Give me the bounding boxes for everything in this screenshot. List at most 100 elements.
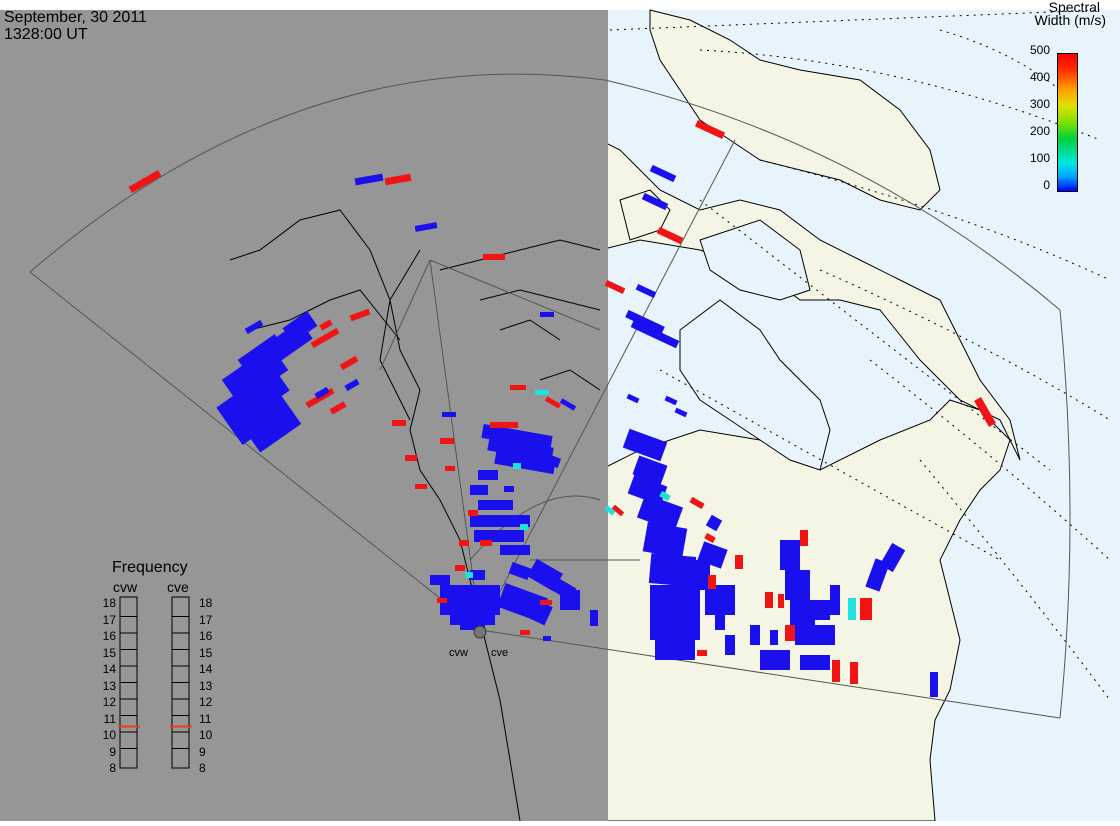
echo-cell bbox=[780, 540, 800, 570]
echo-cell bbox=[725, 635, 735, 655]
echo-cell bbox=[483, 254, 505, 260]
frequency-scale-label-right: 18 bbox=[199, 596, 213, 610]
echo-cell bbox=[770, 630, 778, 645]
echo-cell bbox=[455, 565, 465, 571]
echo-cell bbox=[481, 424, 553, 450]
echo-cell bbox=[785, 570, 810, 600]
echo-cell bbox=[344, 378, 360, 392]
echo-cell bbox=[635, 284, 657, 298]
colorbar-tick: 300 bbox=[1029, 97, 1050, 111]
echo-cell bbox=[674, 407, 688, 418]
echo-cell bbox=[470, 515, 530, 527]
echo-cell bbox=[850, 662, 858, 684]
frequency-scale-label-right: 9 bbox=[199, 744, 206, 759]
echo-cell bbox=[690, 560, 710, 590]
echo-cell bbox=[392, 420, 406, 426]
radar-site-marker bbox=[473, 625, 487, 639]
frequency-scale-label-left: 9 bbox=[109, 744, 116, 759]
echo-cell bbox=[715, 610, 725, 630]
echo-cell bbox=[405, 455, 417, 461]
frequency-scale-label-right: 14 bbox=[199, 662, 213, 676]
echo-cell bbox=[590, 610, 598, 626]
echo-cell bbox=[622, 428, 668, 462]
echo-cell bbox=[697, 650, 707, 656]
colorbar-title-line1: Spectral bbox=[1048, 0, 1100, 15]
echo-cell bbox=[470, 570, 485, 580]
echo-cell bbox=[504, 486, 514, 492]
colorbar-tick: 0 bbox=[1043, 178, 1050, 192]
echo-cell bbox=[310, 327, 340, 349]
echo-cell bbox=[604, 505, 616, 516]
echo-cell bbox=[465, 572, 473, 578]
echo-cell bbox=[649, 164, 677, 183]
echo-cell bbox=[815, 600, 830, 620]
echo-cell bbox=[560, 590, 580, 610]
frequency-scale-label-right: 15 bbox=[199, 645, 213, 660]
echo-cell bbox=[474, 530, 524, 542]
echo-cell bbox=[625, 309, 665, 335]
echo-cell bbox=[830, 585, 840, 615]
day-water-bodies bbox=[679, 219, 831, 471]
frequency-scale-label-left: 17 bbox=[102, 612, 116, 627]
echo-cell bbox=[329, 401, 347, 415]
echo-cell bbox=[244, 319, 264, 335]
echo-cell bbox=[648, 553, 697, 587]
echo-cells bbox=[128, 119, 996, 697]
echo-cell bbox=[487, 436, 554, 462]
echo-cell bbox=[697, 541, 728, 569]
echo-cell bbox=[860, 598, 872, 620]
site-label-cvw: cvw bbox=[449, 647, 468, 659]
echo-cell bbox=[339, 355, 359, 371]
echo-cell bbox=[540, 600, 552, 605]
echo-cell bbox=[790, 600, 815, 625]
echo-cell bbox=[694, 119, 726, 140]
echo-cell bbox=[478, 500, 513, 510]
echo-cell bbox=[604, 280, 626, 294]
frequency-scale-label-left: 8 bbox=[109, 761, 116, 775]
echo-cell bbox=[216, 367, 290, 431]
echo-cell bbox=[517, 594, 553, 626]
radar-name-cve: cve bbox=[167, 579, 189, 595]
echo-cell bbox=[848, 598, 856, 620]
echo-cell bbox=[500, 545, 530, 555]
colorbar-tick: 200 bbox=[1029, 124, 1050, 138]
echo-cell bbox=[630, 319, 680, 349]
echo-cell bbox=[760, 650, 790, 670]
colorbar-tick: 400 bbox=[1029, 70, 1050, 84]
echo-cell bbox=[974, 397, 996, 427]
echo-cell bbox=[778, 594, 784, 608]
echo-cell bbox=[650, 615, 700, 640]
echo-cell bbox=[415, 484, 427, 489]
echo-cell bbox=[494, 449, 556, 475]
echo-cell bbox=[520, 524, 528, 530]
echo-cell bbox=[785, 625, 795, 641]
echo-cell bbox=[540, 312, 554, 317]
echo-cell bbox=[765, 592, 773, 608]
echo-cell bbox=[513, 463, 521, 469]
echo-cell bbox=[248, 407, 302, 453]
colorbar-tick: 500 bbox=[1029, 43, 1050, 57]
frequency-scale-label-left: 14 bbox=[102, 662, 116, 676]
echo-cell bbox=[705, 514, 723, 532]
frequency-scale-label-right: 8 bbox=[199, 761, 206, 775]
echo-cell bbox=[314, 386, 330, 400]
frequency-scale-label-right: 13 bbox=[199, 678, 213, 693]
echo-cell bbox=[800, 530, 808, 546]
echo-cell bbox=[636, 493, 684, 532]
echo-cell bbox=[930, 672, 938, 697]
echo-cell bbox=[538, 451, 562, 469]
echo-cell bbox=[442, 412, 456, 417]
echo-cell bbox=[319, 319, 333, 331]
plot-date: September, 30 2011 bbox=[4, 9, 147, 26]
echo-cell bbox=[656, 226, 684, 245]
echo-cell bbox=[627, 474, 668, 506]
echo-cell bbox=[535, 390, 549, 395]
echo-cell bbox=[735, 555, 743, 569]
echo-cell bbox=[659, 490, 671, 502]
echo-cell bbox=[228, 390, 292, 445]
echo-cell bbox=[508, 561, 532, 581]
echo-cell bbox=[704, 532, 716, 544]
echo-cell bbox=[611, 504, 625, 517]
plot-time: 1328:00 UT bbox=[4, 26, 88, 43]
